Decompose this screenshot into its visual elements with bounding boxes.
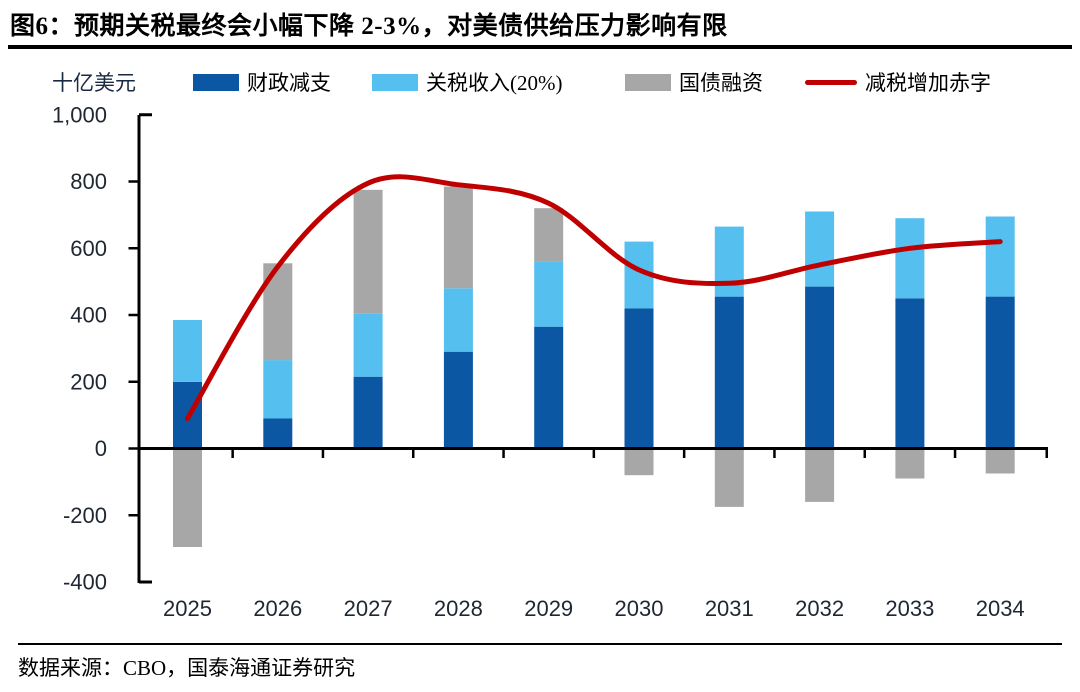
- bar-segment: [353, 189, 383, 314]
- bar-segment: [353, 313, 383, 377]
- bar-segment: [534, 261, 564, 327]
- legend: 十亿美元 财政减支 关税收入(20%) 国债融资 减税增加赤字: [0, 66, 1080, 98]
- bar-segment: [173, 448, 202, 547]
- tariff-revenue-swatch: [372, 73, 418, 91]
- x-axis-tick: [592, 448, 596, 458]
- chart-title: 图6：预期关税最终会小幅下降 2-3%，对美债供给压力影响有限: [10, 13, 728, 40]
- y-tick-label: 0: [95, 436, 107, 461]
- deficit-line: [185, 174, 1003, 421]
- y-axis-end-tick: [139, 113, 152, 117]
- legend-item-tariff-revenue: 关税收入(20%): [372, 66, 562, 98]
- bar-segment: [534, 326, 564, 449]
- x-axis-tick: [863, 448, 866, 458]
- x-axis-tick: [321, 448, 325, 458]
- y-axis-tick: [128, 247, 138, 250]
- bar-segment: [714, 296, 744, 449]
- x-tick-label: 2034: [976, 596, 1025, 621]
- legend-item-deficit-line: 减税增加赤字: [805, 66, 991, 98]
- bar-segment: [985, 296, 1015, 449]
- bar-segment: [895, 448, 925, 479]
- bar-segment: [714, 448, 744, 507]
- y-axis-tick: [128, 447, 138, 450]
- bar-segment: [624, 308, 654, 449]
- y-axis-tick: [128, 180, 138, 183]
- legend-item-debt-financing: 国债融资: [625, 66, 763, 98]
- bar-segment: [805, 211, 835, 287]
- bar-segment: [443, 288, 473, 352]
- legend-label-fiscal-cut: 财政减支: [247, 71, 331, 95]
- x-tick-label: 2026: [253, 596, 302, 621]
- x-tick-label: 2031: [705, 596, 754, 621]
- title-divider: [8, 45, 1072, 49]
- y-tick-label: -400: [63, 570, 107, 595]
- y-tick-label: 800: [70, 169, 107, 194]
- bar-segment: [353, 376, 383, 449]
- y-axis-tick: [128, 514, 138, 517]
- legend-label-debt-financing: 国债融资: [679, 71, 763, 95]
- legend-label-deficit-line: 减税增加赤字: [865, 71, 991, 95]
- bar-segment: [624, 448, 654, 476]
- bar-segment: [263, 360, 293, 419]
- bar-segment: [805, 448, 835, 502]
- bar-segment: [534, 208, 564, 262]
- legend-item-fiscal-cut: 财政减支: [193, 66, 331, 98]
- y-axis-tick: [128, 313, 138, 317]
- y-axis-unit-label: 十亿美元: [52, 71, 136, 95]
- y-tick-label: 200: [70, 369, 107, 394]
- y-tick-label: 1,000: [52, 102, 107, 127]
- x-axis-tick: [502, 448, 505, 458]
- bar-segment: [714, 226, 744, 297]
- bar-segment: [443, 351, 473, 449]
- x-tick-label: 2027: [344, 596, 393, 621]
- debt-financing-swatch: [625, 73, 671, 91]
- x-axis-tick: [773, 448, 776, 458]
- bar-segment: [263, 263, 293, 361]
- x-tick-label: 2030: [615, 596, 664, 621]
- x-tick-label: 2028: [434, 596, 483, 621]
- bar-segment: [895, 298, 925, 449]
- x-tick-label: 2029: [524, 596, 573, 621]
- y-tick-label: 400: [70, 303, 107, 328]
- bar-segment: [805, 286, 835, 449]
- y-tick-label: -200: [63, 503, 107, 528]
- bar-segment: [263, 418, 293, 449]
- y-tick-label: 600: [70, 236, 107, 261]
- y-axis-end-tick: [139, 580, 152, 584]
- x-axis: [137, 447, 1048, 450]
- source-divider: [18, 643, 1062, 645]
- deficit-line-swatch: [805, 79, 857, 85]
- x-tick-label: 2032: [795, 596, 844, 621]
- source-note: 数据来源：CBO，国泰海通证券研究: [18, 656, 356, 680]
- bar-segment: [895, 218, 925, 299]
- bar-segment: [985, 216, 1015, 297]
- y-axis: [137, 115, 141, 583]
- fiscal-cut-swatch: [193, 73, 239, 91]
- bar-segment: [173, 320, 202, 382]
- x-tick-label: 2033: [885, 596, 934, 621]
- bar-segment: [985, 448, 1015, 474]
- x-tick-label: 2025: [163, 596, 212, 621]
- bar-segment: [173, 381, 202, 449]
- legend-label-tariff-revenue: 关税收入(20%): [426, 71, 563, 95]
- bar-segment: [624, 241, 654, 309]
- x-axis-tick: [682, 448, 686, 458]
- x-axis-tick: [412, 448, 415, 458]
- x-axis-tick: [953, 448, 957, 458]
- bar-segment: [443, 186, 473, 289]
- y-axis-tick: [128, 380, 138, 383]
- x-axis-tick: [231, 448, 234, 458]
- x-axis-end-tick: [1045, 448, 1048, 458]
